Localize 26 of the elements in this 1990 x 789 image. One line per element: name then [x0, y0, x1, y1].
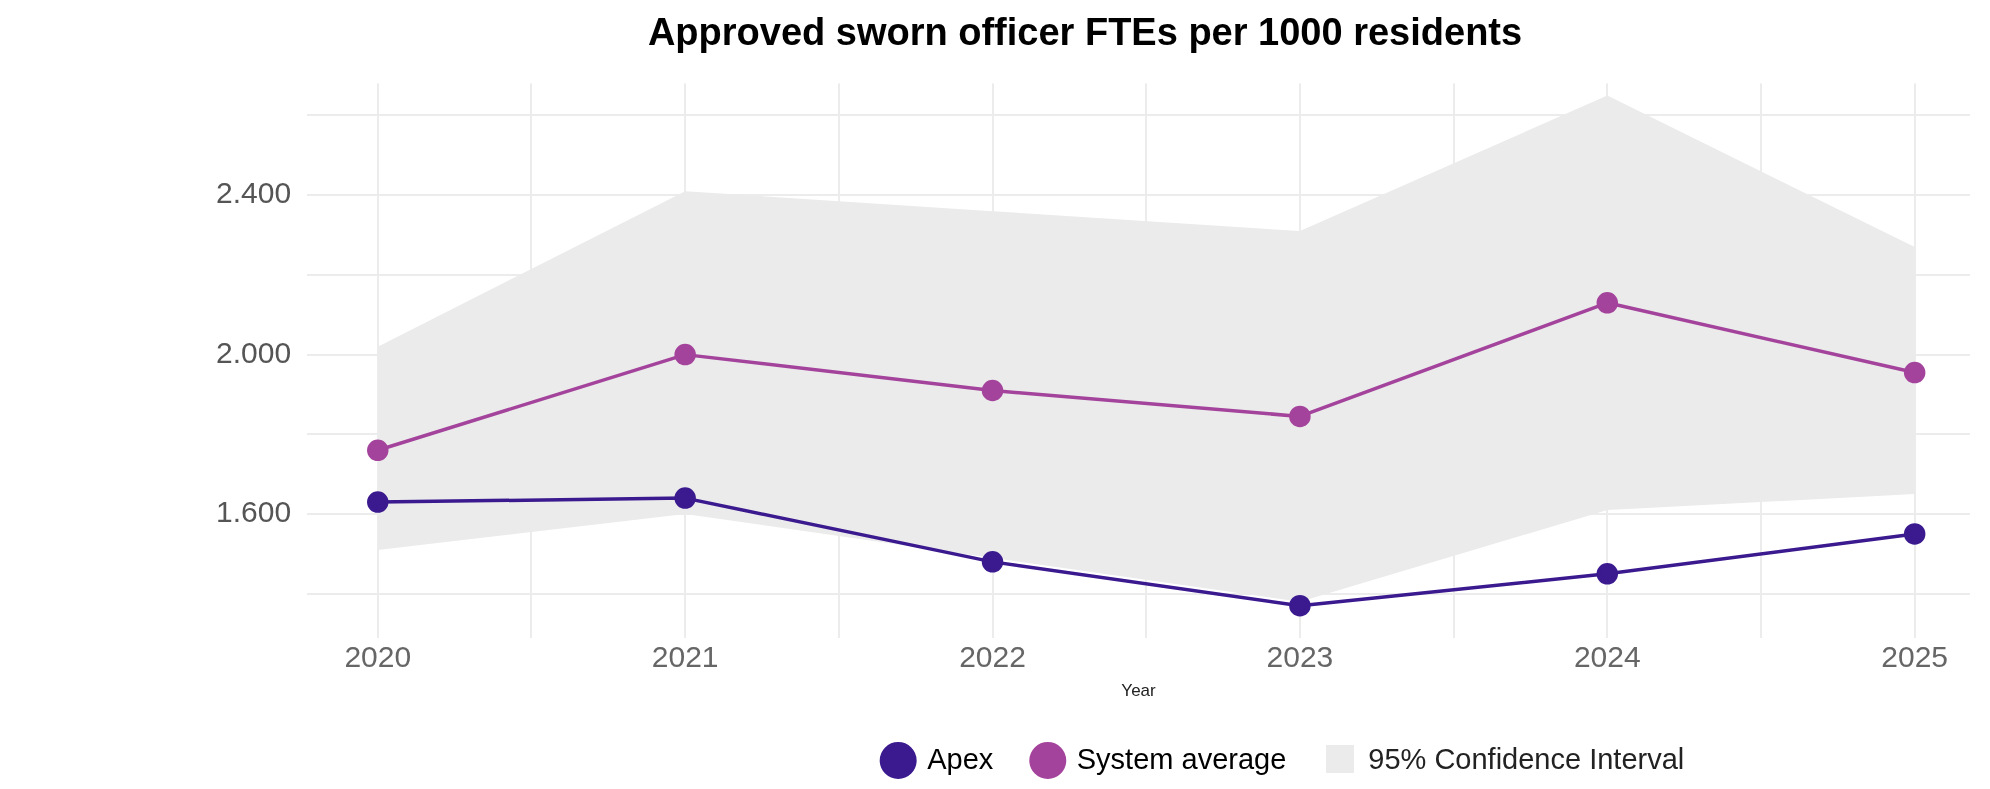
- x-tick-label: 2024: [1573, 639, 1641, 673]
- y-tick-label: 2.000: [216, 335, 292, 369]
- point: [674, 343, 696, 366]
- y-tick-label: 2.400: [216, 176, 292, 210]
- point: [981, 551, 1004, 573]
- point: [1596, 292, 1619, 314]
- point: [367, 491, 389, 513]
- x-tick-label: 2021: [651, 639, 719, 673]
- point: [1289, 594, 1311, 617]
- point: [1289, 405, 1311, 428]
- x-tick-label: 2022: [959, 639, 1026, 673]
- legend-label: Apex: [927, 742, 994, 775]
- x-axis-title: Year: [1121, 681, 1157, 701]
- x-tick-label: 2020: [344, 639, 412, 673]
- legend-label: System average: [1076, 742, 1287, 775]
- text: 95% Confidence Interval: [1368, 742, 1685, 776]
- x-tick-label: 2023: [1266, 639, 1334, 673]
- chart-title: Approved sworn officer FTEs per 1000 residents: [647, 11, 1523, 54]
- point: [367, 439, 389, 462]
- x-tick-label: 2025: [1881, 639, 1949, 673]
- point: [981, 379, 1004, 402]
- point: [674, 487, 696, 509]
- point: [1903, 361, 1926, 384]
- point: [1903, 523, 1926, 545]
- y-tick-label: 1.600: [216, 495, 292, 529]
- point: [1596, 563, 1619, 585]
